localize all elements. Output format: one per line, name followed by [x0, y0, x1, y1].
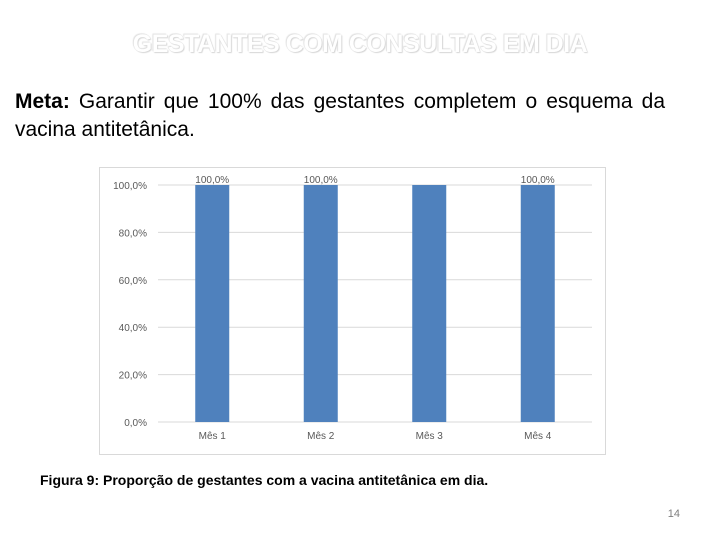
figure-caption: Figura 9: Proporção de gestantes com a v…	[40, 472, 489, 488]
bar	[520, 185, 555, 422]
slide-title: GESTANTES COM CONSULTAS EM DIA	[132, 30, 588, 58]
goal-text: Meta: Garantir que 100% das gestantes co…	[15, 88, 665, 144]
bar	[195, 185, 230, 422]
chart-frame: 0,0% 20,0% 40,0% 60,0% 80,0% 100,0% Mês 1 100,0…	[99, 167, 606, 455]
x-category-label: Mês 2	[307, 431, 335, 442]
page-number: 14	[667, 508, 680, 520]
y-tick-label: 20,0%	[119, 371, 147, 382]
bar-data-label: 100,0%	[521, 175, 555, 186]
x-category-label: Mês 1	[199, 431, 227, 442]
bar-data-label: 100,0%	[195, 175, 229, 186]
bar-chart: 0,0% 20,0% 40,0% 60,0% 80,0% 100,0% Mês 1 100,0…	[113, 175, 592, 442]
y-tick-label: 0,0%	[124, 418, 147, 429]
bar	[303, 185, 338, 422]
bar	[412, 185, 447, 422]
y-tick-label: 100,0%	[113, 181, 147, 192]
goal-label: Meta:	[15, 90, 70, 113]
x-category-label: Mês 4	[524, 431, 552, 442]
bar-data-label: 100,0%	[304, 175, 338, 186]
y-tick-label: 40,0%	[119, 323, 147, 334]
x-category-label: Mês 3	[416, 431, 444, 442]
y-tick-label: 60,0%	[119, 276, 147, 287]
goal-description: Garantir que 100% das gestantes complete…	[15, 90, 665, 141]
y-tick-label: 80,0%	[119, 228, 147, 239]
